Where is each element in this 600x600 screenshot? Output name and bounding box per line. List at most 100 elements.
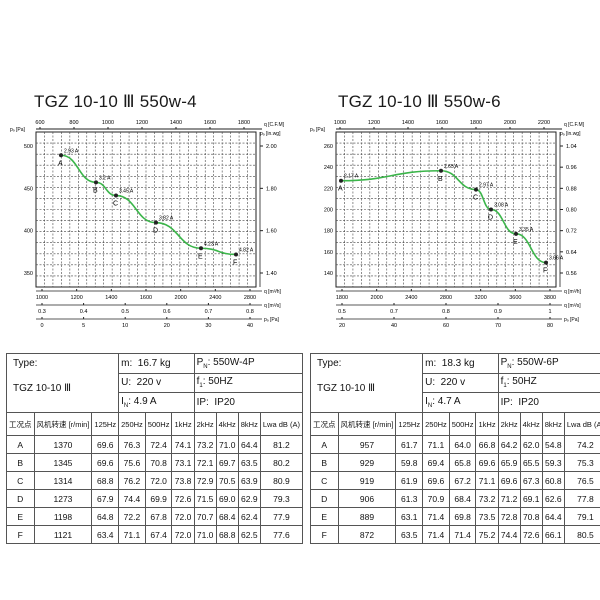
- type-box: Type: TGZ 10-10 Ⅲ: [309, 353, 424, 413]
- operating-point-label: D: [153, 228, 158, 235]
- table-cell: 70.8: [144, 453, 173, 472]
- top-tick-label: 1200: [368, 120, 380, 126]
- table-cell: 63.9: [237, 471, 261, 490]
- table-cell: 60.8: [541, 471, 565, 490]
- table-cell: 70.9: [422, 489, 450, 508]
- mass-label: m:: [121, 357, 133, 369]
- right-axis-unit: pₔ [in.wg]: [260, 131, 281, 137]
- bottom-tick-label: 20: [164, 323, 170, 329]
- table-cell: E: [6, 507, 35, 526]
- current-sub: N: [123, 403, 129, 410]
- operating-point-label: F: [543, 268, 547, 275]
- bottom-tick-label: 0.5: [338, 309, 346, 315]
- bottom-tick-label: 10: [122, 323, 128, 329]
- table-cell: 929: [337, 453, 397, 472]
- voltage-label: U:: [425, 377, 436, 389]
- column-header: 500Hz: [144, 412, 173, 436]
- bottom-tick-label: 1400: [105, 295, 117, 301]
- table-cell: 77.9: [259, 507, 303, 526]
- column-header: Lwa dB (A): [259, 412, 303, 436]
- table-cell: 69.1: [519, 489, 543, 508]
- table-cell: F: [6, 525, 35, 544]
- bottom-tick-label: 40: [247, 323, 253, 329]
- top-tick-label: 1600: [204, 120, 216, 126]
- table-cell: 68.4: [215, 507, 239, 526]
- operating-point: [544, 260, 548, 265]
- table-cell: 72.6: [171, 489, 195, 508]
- table-cell: 54.8: [541, 435, 565, 454]
- table-cell: 65.8: [448, 453, 477, 472]
- right-axis-unit: pₔ [in.wg]: [560, 131, 581, 137]
- right-tick-label: 0.64: [566, 250, 577, 256]
- table-cell: 76.3: [118, 435, 146, 454]
- operating-point-current: 3.82 A: [159, 216, 174, 222]
- top-tick-label: 1800: [470, 120, 482, 126]
- operating-point-current: 2.65 A: [444, 164, 459, 170]
- table-cell: 75.2: [475, 525, 499, 544]
- operating-point-current: 2.93 A: [64, 148, 79, 154]
- table-cell: 69.7: [215, 453, 239, 472]
- operating-point: [114, 193, 118, 198]
- table-cell: 69.8: [448, 507, 477, 526]
- left-tick-label: 180: [324, 229, 333, 235]
- operating-point-current: 3.2 A: [99, 175, 111, 181]
- table-cell: 65.5: [519, 453, 543, 472]
- operating-point: [94, 180, 98, 185]
- operating-point-label: F: [233, 259, 237, 266]
- left-tick-label: 160: [324, 250, 333, 256]
- ip-label: IP:: [196, 397, 209, 409]
- bottom-tick-label: 0.5: [121, 309, 129, 315]
- table-cell: 62.4: [237, 507, 261, 526]
- table-cell: 65.9: [497, 453, 521, 472]
- bottom-tick-label: 1000: [36, 295, 48, 301]
- column-header: 2kHz: [193, 412, 217, 436]
- table-cell: 64.8: [91, 507, 120, 526]
- operating-point: [339, 178, 343, 183]
- column-header: 风机转速 [r/min]: [33, 412, 93, 436]
- column-header: 8kHz: [237, 412, 261, 436]
- table-cell: F: [310, 525, 339, 544]
- table-cell: 59.8: [395, 453, 424, 472]
- top-tick-label: 1600: [436, 120, 448, 126]
- table-cell: 70.8: [519, 507, 543, 526]
- table-cell: 1314: [33, 471, 93, 490]
- table-cell: 77.6: [259, 525, 303, 544]
- table-cell: 64.2: [497, 435, 521, 454]
- column-header: 250Hz: [422, 412, 450, 436]
- bottom-tick-label: 3200: [475, 295, 487, 301]
- table-cell: 79.3: [259, 489, 303, 508]
- operating-point: [234, 252, 238, 257]
- frequency-label: f: [196, 376, 200, 388]
- table-cell: 1273: [33, 489, 93, 508]
- table-cell: 72.0: [171, 507, 195, 526]
- table-cell: 872: [337, 525, 397, 544]
- bottom-tick-label: 2000: [175, 295, 187, 301]
- table-cell: 63.1: [395, 507, 424, 526]
- left-tick-label: 500: [24, 144, 33, 150]
- chart-title-right: TGZ 10-10 Ⅲ 550w-6: [338, 92, 501, 111]
- table-cell: 74.4: [497, 525, 521, 544]
- column-header: 500Hz: [448, 412, 477, 436]
- table-cell: 957: [337, 435, 397, 454]
- left-tick-label: 240: [324, 165, 333, 171]
- table-cell: 71.2: [497, 489, 521, 508]
- bottom-tick-label: 40: [391, 323, 397, 329]
- table-cell: E: [310, 507, 339, 526]
- right-tick-label: 1.40: [266, 271, 277, 277]
- table-cell: 81.2: [259, 435, 303, 454]
- power-sub: N: [507, 363, 512, 370]
- table-cell: 71.0: [193, 525, 217, 544]
- table-cell: 67.8: [144, 507, 173, 526]
- type-value: TGZ 10-10 Ⅲ: [13, 383, 72, 394]
- top-tick-label: 1400: [402, 120, 414, 126]
- table-cell: 63.5: [395, 525, 424, 544]
- bottom-tick-label: 2000: [371, 295, 383, 301]
- voltage-label: U:: [121, 377, 132, 389]
- column-header: 风机转速 [r/min]: [337, 412, 397, 436]
- right-tick-label: 0.96: [566, 165, 577, 171]
- table-cell: 73.5: [475, 507, 499, 526]
- operating-point-current: 3.35 A: [519, 227, 534, 233]
- column-header: 工况点: [310, 412, 339, 436]
- table-cell: 906: [337, 489, 397, 508]
